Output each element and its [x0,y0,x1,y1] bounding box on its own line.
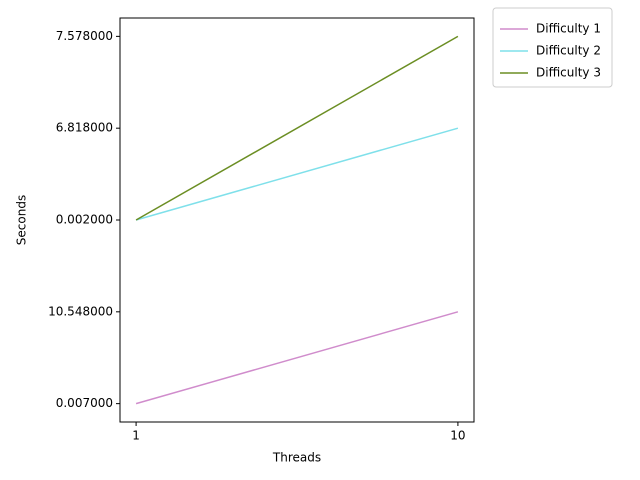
series-line [135,311,459,405]
y-tick-label: 0.007000 [56,396,113,410]
x-tick-label: 1 [132,429,140,443]
y-tick-label: 7.578000 [56,29,113,43]
y-tick-label: 0.002000 [56,213,113,227]
legend-label: Difficulty 3 [536,66,601,80]
y-axis-label: Seconds [15,195,29,245]
x-tick-label: 10 [450,429,465,443]
legend-box [492,7,613,88]
legend-label: Difficulty 2 [536,44,601,58]
legend-label: Difficulty 1 [536,22,601,36]
series-line [135,127,459,221]
axes-frame [119,17,475,423]
y-tick-label: 6.818000 [56,121,113,135]
y-tick-label: 10.548000 [48,304,113,318]
x-axis-label: Threads [272,451,321,465]
series-line [135,35,459,221]
